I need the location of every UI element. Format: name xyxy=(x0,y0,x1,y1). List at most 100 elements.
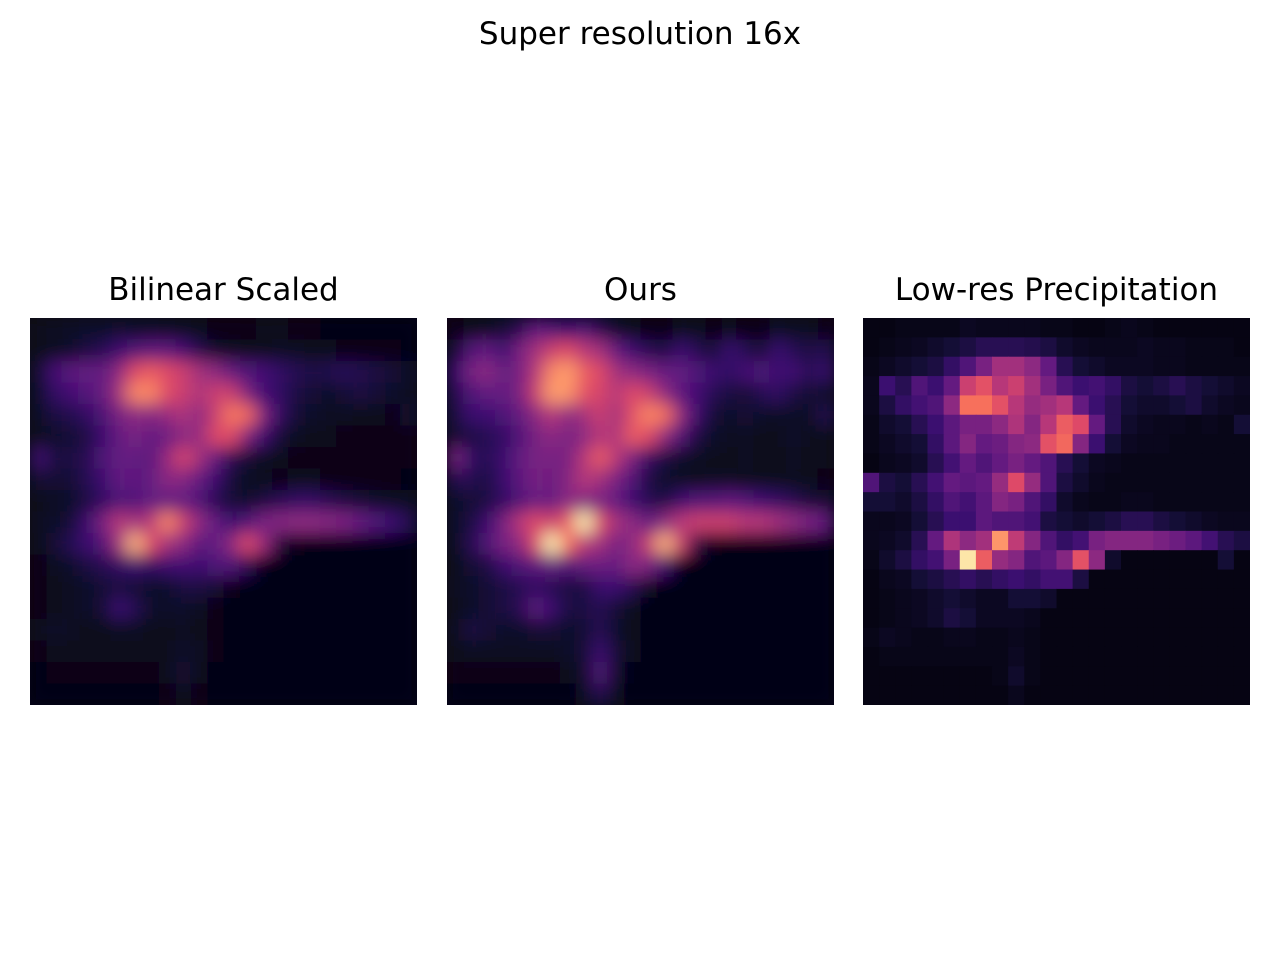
heatmap-cell xyxy=(672,576,690,599)
heatmap-cell xyxy=(126,490,144,513)
heatmap-cell xyxy=(672,597,690,620)
heatmap-cell xyxy=(656,361,674,384)
heatmap-cell xyxy=(1201,356,1219,377)
heatmap-cell xyxy=(1072,646,1090,667)
heatmap-cell xyxy=(688,318,706,341)
heatmap-cell xyxy=(1137,453,1154,474)
heatmap-cell xyxy=(656,576,674,599)
heatmap-cell xyxy=(239,554,257,577)
heatmap-cell xyxy=(1008,627,1025,648)
heatmap-cell xyxy=(400,404,417,427)
heatmap-cell xyxy=(576,576,593,599)
heatmap-cell xyxy=(384,683,402,705)
heatmap-cell xyxy=(785,404,803,427)
heatmap-cell xyxy=(769,404,787,427)
heatmap-cell xyxy=(336,511,354,534)
heatmap-cell xyxy=(1169,550,1187,571)
heatmap-cell xyxy=(927,530,945,551)
heatmap-cell xyxy=(785,447,803,470)
heatmap-cell xyxy=(895,646,912,667)
heatmap-cell xyxy=(1233,492,1250,513)
heatmap-cell xyxy=(1088,453,1106,474)
heatmap-cell xyxy=(1153,318,1170,338)
heatmap-cell xyxy=(94,425,112,448)
heatmap-cell xyxy=(1217,472,1235,493)
heatmap-cell xyxy=(1201,414,1219,435)
heatmap-cell xyxy=(159,382,176,405)
heatmap-cell xyxy=(175,597,192,620)
heatmap-cell xyxy=(895,608,912,629)
heatmap-cell xyxy=(495,490,513,513)
heatmap-cell xyxy=(1201,646,1219,667)
heatmap-cell xyxy=(576,425,593,448)
heatmap-cell xyxy=(320,554,337,577)
heatmap-cell xyxy=(817,576,834,599)
heatmap-cell xyxy=(1217,530,1235,551)
heatmap-cell xyxy=(223,382,241,405)
heatmap-cell xyxy=(320,511,337,534)
heatmap-cell xyxy=(801,490,819,513)
heatmap-cell xyxy=(911,472,929,493)
heatmap-cell xyxy=(352,511,370,534)
heatmap-cell xyxy=(1056,318,1074,338)
heatmap-cell xyxy=(384,318,402,341)
heatmap-cell xyxy=(511,662,529,685)
heatmap-cell xyxy=(271,318,289,341)
heatmap-cell xyxy=(543,640,561,663)
heatmap-cell xyxy=(1153,530,1170,551)
heatmap-cell xyxy=(592,511,609,534)
heatmap-cell xyxy=(511,361,529,384)
heatmap-cell xyxy=(400,662,417,685)
heatmap-cell xyxy=(817,425,834,448)
heatmap-cell xyxy=(879,530,896,551)
heatmap-cell xyxy=(78,339,96,362)
heatmap-cell xyxy=(463,640,480,663)
heatmap-cell xyxy=(1121,569,1138,590)
heatmap-cell xyxy=(46,683,63,705)
heatmap-cells xyxy=(30,318,417,705)
heatmap-cell xyxy=(1121,685,1138,705)
heatmap-cell xyxy=(911,414,929,435)
heatmap-cell xyxy=(975,550,993,571)
heatmap-cell xyxy=(207,468,225,491)
heatmap-cell xyxy=(239,361,257,384)
heatmap-cell xyxy=(255,683,273,705)
heatmap-cell xyxy=(1072,337,1090,358)
heatmap-cell xyxy=(271,619,289,642)
heatmap-cell xyxy=(1104,685,1122,705)
heatmap-cell xyxy=(863,414,880,435)
heatmap-cell xyxy=(223,554,241,577)
heatmap-cell xyxy=(785,683,803,705)
heatmap-cell xyxy=(1056,492,1074,513)
heatmap-cell xyxy=(447,554,464,577)
heatmap-cell xyxy=(737,339,754,362)
heatmap-cell xyxy=(271,382,289,405)
heatmap-cell xyxy=(721,404,738,427)
heatmap-cell xyxy=(1153,569,1170,590)
heatmap-cell xyxy=(94,554,112,577)
heatmap-cell xyxy=(992,627,1009,648)
heatmap-cell xyxy=(992,414,1009,435)
heatmap-cell xyxy=(1040,511,1058,532)
heatmap-cell xyxy=(1137,608,1154,629)
heatmap-cell xyxy=(255,425,273,448)
heatmap-cell xyxy=(895,666,912,687)
heatmap-cell xyxy=(959,318,977,338)
heatmap-cell xyxy=(304,576,321,599)
heatmap-cell xyxy=(223,597,241,620)
heatmap-cell xyxy=(1040,318,1058,338)
heatmap-cell xyxy=(495,425,513,448)
heatmap-cell xyxy=(721,490,738,513)
heatmap-cell xyxy=(1024,453,1041,474)
figure-title: Super resolution 16x xyxy=(478,16,802,52)
heatmap-cell xyxy=(863,588,880,609)
heatmap-cell xyxy=(239,447,257,470)
heatmap-cell xyxy=(1217,588,1235,609)
heatmap-cell xyxy=(927,414,945,435)
heatmap-cell xyxy=(62,683,79,705)
heatmap-cell xyxy=(705,404,722,427)
heatmap-cell xyxy=(895,530,912,551)
heatmap-cell xyxy=(368,640,386,663)
heatmap-cell xyxy=(511,619,529,642)
heatmap-cell xyxy=(447,468,464,491)
